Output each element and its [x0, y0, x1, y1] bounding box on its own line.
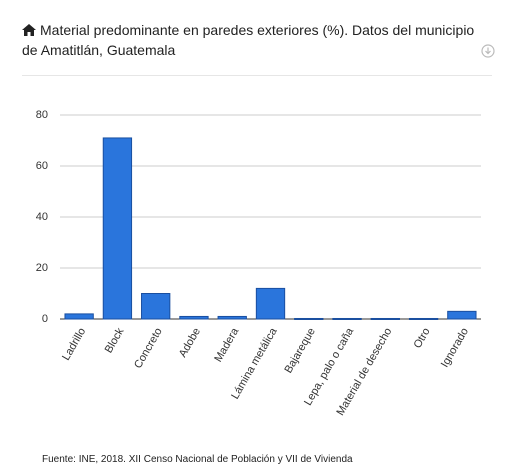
y-tick-label: 40: [36, 211, 48, 223]
x-tick-label: Madera: [212, 325, 241, 364]
separator: [22, 75, 492, 76]
bar: [179, 315, 209, 320]
y-tick-label: 20: [36, 262, 48, 274]
x-tick-label: Otro: [412, 326, 433, 351]
bar: [64, 313, 94, 320]
bar: [370, 317, 400, 320]
x-tick-label: Block: [103, 326, 127, 356]
bar: [102, 137, 133, 320]
source-note: Fuente: INE, 2018. XII Censo Nacional de…: [42, 454, 353, 465]
x-tick-label: Bajareque: [282, 326, 317, 375]
x-tick-label: Adobe: [177, 326, 203, 360]
y-tick-label: 60: [36, 160, 48, 172]
chart: 0 20 40 60 80 Ladrillo Block Concreto Adobe Mader…: [36, 109, 481, 418]
bar: [408, 317, 439, 320]
x-tick-label: Concreto: [132, 326, 165, 371]
title-block: Material predominante en paredes exterio…: [22, 20, 492, 60]
bar: [447, 310, 477, 320]
x-tick-label: Ignorado: [439, 326, 471, 370]
bar: [217, 315, 247, 320]
x-tick-label: Ladrillo: [60, 326, 88, 363]
home-icon: [22, 24, 36, 36]
bar: [332, 317, 362, 320]
download-button[interactable]: [481, 44, 495, 58]
chart-title: Material predominante en paredes exterio…: [22, 22, 475, 58]
bar: [255, 287, 286, 320]
y-tick-label: 0: [42, 313, 48, 325]
bar: [141, 293, 171, 320]
bar: [294, 317, 324, 320]
y-tick-label: 80: [36, 109, 48, 121]
